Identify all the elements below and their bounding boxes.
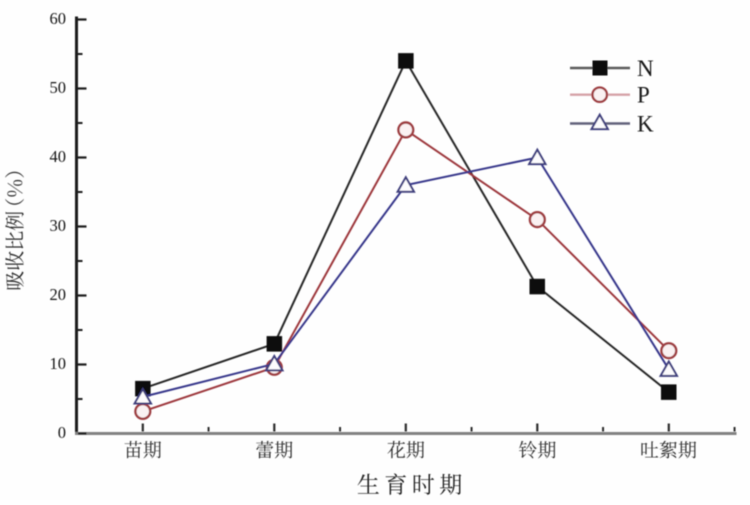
svg-text:N: N	[637, 56, 654, 81]
svg-text:P: P	[637, 83, 650, 108]
svg-text:0: 0	[58, 423, 66, 442]
svg-text:60: 60	[50, 9, 67, 28]
svg-text:50: 50	[50, 78, 67, 97]
svg-text:30: 30	[50, 216, 67, 235]
svg-text:40: 40	[50, 147, 67, 166]
svg-text:20: 20	[50, 285, 67, 304]
svg-text:10: 10	[50, 354, 67, 373]
svg-text:K: K	[637, 111, 654, 136]
